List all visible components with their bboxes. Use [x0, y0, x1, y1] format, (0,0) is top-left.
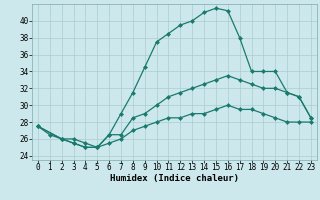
X-axis label: Humidex (Indice chaleur): Humidex (Indice chaleur) [110, 174, 239, 183]
